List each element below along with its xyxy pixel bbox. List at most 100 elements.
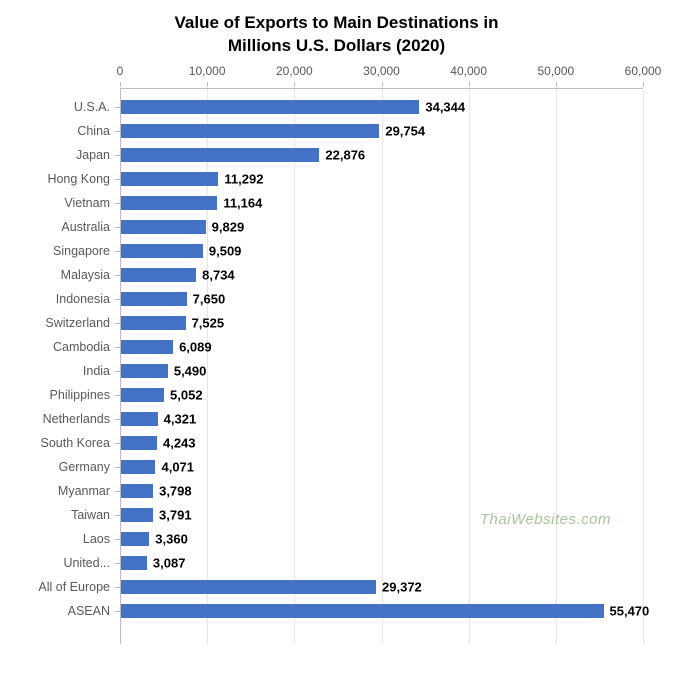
category-label: Singapore — [53, 244, 120, 258]
category-label: Hong Kong — [47, 172, 120, 186]
bar-row: All of Europe29,372 — [120, 575, 643, 599]
bar — [120, 148, 319, 162]
bar — [120, 580, 376, 594]
category-label: India — [83, 364, 120, 378]
y-axis-line — [120, 89, 121, 644]
bar-row: U.S.A.34,344 — [120, 95, 643, 119]
x-tick-mark — [294, 82, 295, 87]
bar-row: ASEAN55,470 — [120, 599, 643, 623]
x-tick-mark — [120, 82, 121, 87]
bar-row: Vietnam11,164 — [120, 191, 643, 215]
bar-value-label: 22,876 — [319, 147, 365, 162]
x-tick-mark — [556, 82, 557, 87]
x-tick-label: 10,000 — [189, 64, 226, 78]
x-tick-label: 0 — [117, 64, 124, 78]
bar-row: Malaysia8,734 — [120, 263, 643, 287]
bar-value-label: 34,344 — [419, 99, 465, 114]
bar-value-label: 4,243 — [157, 435, 196, 450]
bar-value-label: 11,164 — [217, 195, 262, 210]
bar-value-label: 8,734 — [196, 267, 235, 282]
category-label: South Korea — [41, 436, 121, 450]
x-tick-label: 50,000 — [537, 64, 574, 78]
bar — [120, 172, 218, 186]
bar — [120, 364, 168, 378]
bar-row: Singapore9,509 — [120, 239, 643, 263]
bar — [120, 604, 604, 618]
bar-row: Hong Kong11,292 — [120, 167, 643, 191]
chart-title-line2: Millions U.S. Dollars (2020) — [20, 35, 653, 58]
exports-bar-chart: Value of Exports to Main Destinations in… — [0, 0, 673, 673]
bar-value-label: 3,360 — [149, 531, 188, 546]
category-label: Cambodia — [53, 340, 120, 354]
bars-region: U.S.A.34,344China29,754Japan22,876Hong K… — [120, 88, 643, 644]
bar — [120, 508, 153, 522]
bar-row: United...3,087 — [120, 551, 643, 575]
gridline — [643, 89, 644, 644]
bar — [120, 460, 155, 474]
bar — [120, 196, 217, 210]
bar-value-label: 7,650 — [187, 291, 226, 306]
bar-value-label: 7,525 — [186, 315, 225, 330]
bar-row: Australia9,829 — [120, 215, 643, 239]
x-tick-mark — [469, 82, 470, 87]
bar-row: India5,490 — [120, 359, 643, 383]
bar — [120, 412, 158, 426]
x-tick-mark — [207, 82, 208, 87]
bar-row: Germany4,071 — [120, 455, 643, 479]
category-label: ASEAN — [68, 604, 120, 618]
category-label: Switzerland — [45, 316, 120, 330]
bar-row: Laos3,360 — [120, 527, 643, 551]
bar-value-label: 29,754 — [379, 123, 425, 138]
category-label: Indonesia — [56, 292, 120, 306]
bar-row: Netherlands4,321 — [120, 407, 643, 431]
bar-row: Myanmar3,798 — [120, 479, 643, 503]
category-label: U.S.A. — [74, 100, 120, 114]
x-tick-label: 40,000 — [450, 64, 487, 78]
bar-row: Indonesia7,650 — [120, 287, 643, 311]
category-label: Netherlands — [43, 412, 120, 426]
bar-row: Philippines5,052 — [120, 383, 643, 407]
bar-value-label: 3,798 — [153, 483, 192, 498]
bar — [120, 100, 419, 114]
bar-row: South Korea4,243 — [120, 431, 643, 455]
category-label: United... — [63, 556, 120, 570]
bar — [120, 340, 173, 354]
bar — [120, 388, 164, 402]
bar-value-label: 3,087 — [147, 555, 186, 570]
category-label: Japan — [76, 148, 120, 162]
bar — [120, 268, 196, 282]
category-label: Laos — [83, 532, 120, 546]
plot-area: 010,00020,00030,00040,00050,00060,000 U.… — [120, 64, 643, 644]
bar — [120, 532, 149, 546]
bar — [120, 484, 153, 498]
bar — [120, 316, 186, 330]
bar-row: Switzerland7,525 — [120, 311, 643, 335]
category-label: China — [77, 124, 120, 138]
bar — [120, 244, 203, 258]
x-tick-label: 60,000 — [625, 64, 662, 78]
category-label: Myanmar — [58, 484, 120, 498]
bar-value-label: 6,089 — [173, 339, 212, 354]
bar-value-label: 55,470 — [604, 603, 650, 618]
bar-value-label: 4,071 — [155, 459, 194, 474]
bar-value-label: 29,372 — [376, 579, 422, 594]
x-tick-label: 30,000 — [363, 64, 400, 78]
bar — [120, 292, 187, 306]
x-tick-mark — [643, 82, 644, 87]
category-label: Australia — [61, 220, 120, 234]
category-label: Vietnam — [64, 196, 120, 210]
bar — [120, 436, 157, 450]
bar-value-label: 11,292 — [218, 171, 263, 186]
bar-value-label: 4,321 — [158, 411, 197, 426]
category-label: Taiwan — [71, 508, 120, 522]
bar-value-label: 9,509 — [203, 243, 242, 258]
x-tick-mark — [382, 82, 383, 87]
chart-title-line1: Value of Exports to Main Destinations in — [20, 12, 653, 35]
bar-row: Japan22,876 — [120, 143, 643, 167]
bar-row: Cambodia6,089 — [120, 335, 643, 359]
chart-title: Value of Exports to Main Destinations in… — [20, 12, 653, 58]
x-tick-label: 20,000 — [276, 64, 313, 78]
bar-value-label: 3,791 — [153, 507, 192, 522]
category-label: Malaysia — [61, 268, 120, 282]
category-label: Germany — [59, 460, 120, 474]
